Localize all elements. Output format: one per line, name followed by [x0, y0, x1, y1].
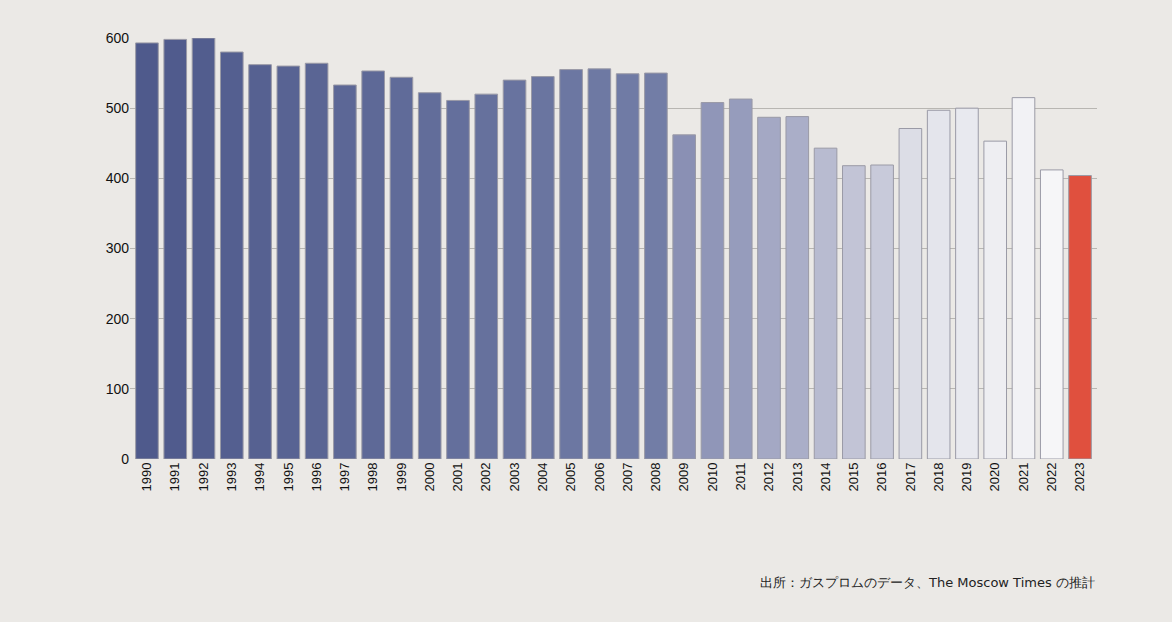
svg-text:2006: 2006	[592, 463, 607, 492]
svg-text:2005: 2005	[563, 463, 578, 492]
svg-text:2016: 2016	[874, 463, 889, 492]
svg-text:2011: 2011	[733, 463, 748, 491]
svg-text:200: 200	[106, 311, 130, 327]
svg-text:2002: 2002	[478, 463, 493, 492]
svg-text:2021: 2021	[1016, 463, 1031, 492]
svg-text:1992: 1992	[196, 463, 211, 492]
svg-text:2017: 2017	[903, 463, 918, 492]
svg-text:2000: 2000	[422, 463, 437, 492]
svg-text:2013: 2013	[790, 463, 805, 492]
svg-text:1991: 1991	[167, 463, 182, 492]
svg-text:2015: 2015	[846, 463, 861, 492]
svg-text:500: 500	[106, 100, 130, 116]
svg-text:1998: 1998	[365, 463, 380, 492]
svg-text:2022: 2022	[1044, 463, 1059, 492]
svg-text:400: 400	[106, 170, 130, 186]
svg-text:1994: 1994	[252, 463, 267, 492]
svg-text:2019: 2019	[959, 463, 974, 492]
svg-text:2012: 2012	[761, 463, 776, 492]
svg-text:1999: 1999	[394, 463, 409, 492]
svg-text:2018: 2018	[931, 463, 946, 492]
svg-text:1997: 1997	[337, 463, 352, 492]
svg-text:2008: 2008	[648, 463, 663, 492]
svg-text:2010: 2010	[705, 463, 720, 492]
svg-text:1996: 1996	[309, 463, 324, 492]
svg-text:100: 100	[106, 381, 130, 397]
svg-text:1995: 1995	[281, 463, 296, 492]
svg-text:300: 300	[106, 240, 130, 256]
svg-text:1990: 1990	[139, 463, 154, 492]
svg-text:2001: 2001	[450, 463, 465, 492]
svg-text:出所：ガスプロムのデータ、The Moscow Times: 出所：ガスプロムのデータ、The Moscow Times の推計	[760, 575, 1095, 590]
svg-text:2014: 2014	[818, 463, 833, 492]
svg-text:1993: 1993	[224, 463, 239, 492]
svg-text:2009: 2009	[676, 463, 691, 492]
svg-text:600: 600	[106, 30, 130, 46]
svg-text:0: 0	[121, 451, 129, 467]
svg-text:2007: 2007	[620, 463, 635, 492]
svg-text:2003: 2003	[507, 463, 522, 492]
svg-text:2023: 2023	[1072, 463, 1087, 492]
svg-text:2020: 2020	[987, 463, 1002, 492]
svg-text:2004: 2004	[535, 463, 550, 492]
